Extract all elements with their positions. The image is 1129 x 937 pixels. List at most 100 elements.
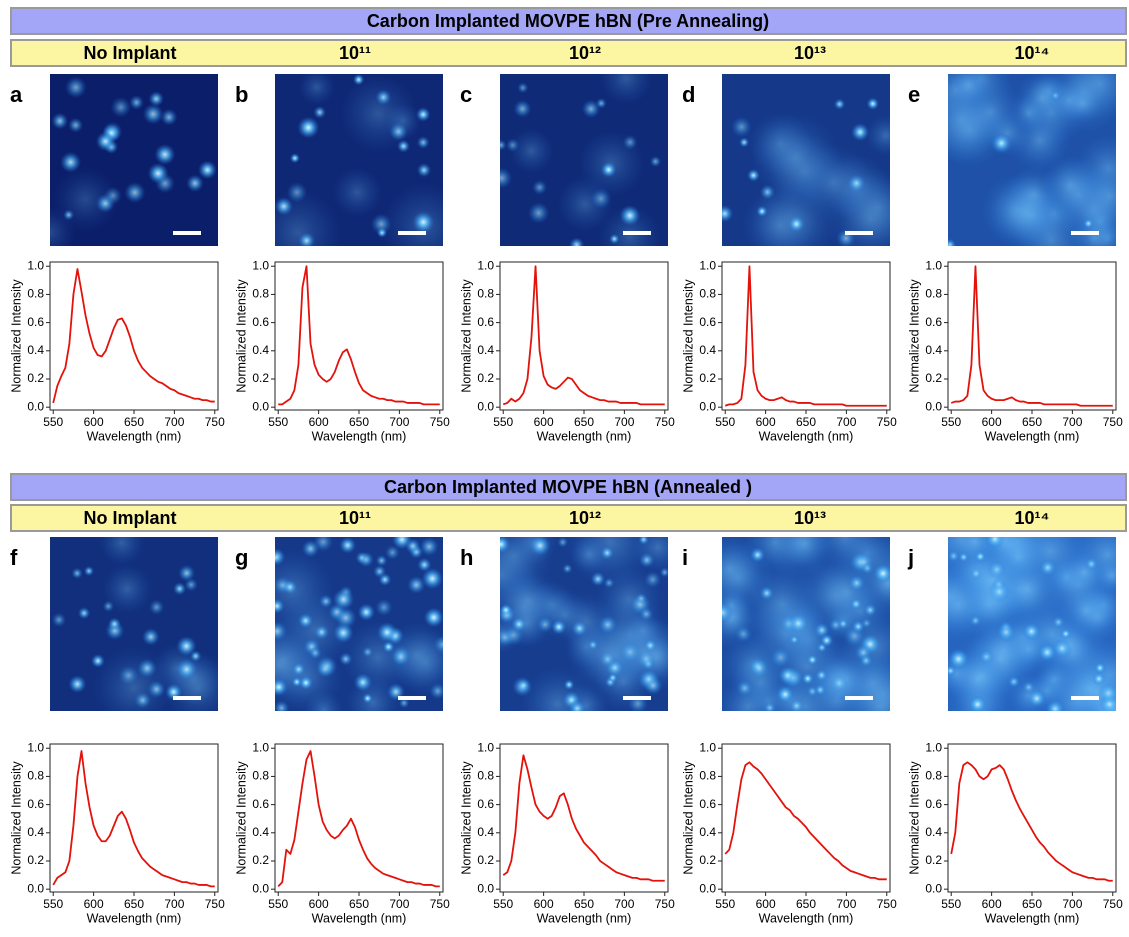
y-tick-label: 0.0 [699, 881, 716, 895]
map-spot [619, 641, 641, 663]
y-tick-label: 0.6 [925, 797, 942, 811]
pl-map-content [275, 74, 443, 246]
pl-map-content [50, 74, 218, 246]
y-tick-label: 0.8 [477, 287, 494, 301]
map-haze [838, 664, 890, 711]
map-spot [599, 650, 617, 668]
column-header: 10¹³ [794, 508, 826, 528]
map-spot [619, 205, 641, 227]
map-spot [1060, 628, 1072, 640]
map-spot [788, 215, 805, 233]
x-tick-label: 600 [756, 897, 776, 911]
map-spot [1050, 90, 1061, 101]
pl-map [948, 537, 1116, 711]
x-axis-label: Wavelength (nm) [985, 911, 1080, 925]
y-tick-label: 0.6 [27, 797, 44, 811]
map-spot [638, 537, 649, 545]
map-spot [1094, 662, 1106, 674]
x-axis-label: Wavelength (nm) [87, 429, 182, 443]
map-spot [511, 616, 527, 632]
map-spot [763, 701, 776, 711]
column-header: 10¹² [569, 43, 601, 63]
map-spot [389, 122, 408, 141]
map-spot [985, 537, 1005, 549]
x-tick-label: 650 [349, 897, 369, 911]
pl-map [500, 74, 668, 246]
plot-frame [721, 743, 891, 893]
map-spot [148, 91, 164, 107]
column-header: 10¹⁴ [1015, 43, 1050, 63]
map-spot [513, 99, 532, 118]
title-bar [10, 473, 1127, 501]
y-tick-label: 0.4 [27, 825, 44, 839]
map-spot [563, 679, 575, 690]
map-spot [378, 573, 392, 587]
map-spot [314, 624, 330, 640]
map-haze [99, 537, 145, 566]
y-tick-label: 0.8 [477, 769, 494, 783]
pl-map-content [500, 74, 668, 246]
y-tick-label: 1.0 [925, 258, 942, 272]
y-tick-label: 0.8 [699, 287, 716, 301]
map-spot [996, 622, 1016, 643]
map-spot [649, 155, 662, 168]
map-spot [759, 184, 776, 200]
x-tick-label: 750 [877, 415, 897, 429]
map-haze [824, 173, 890, 246]
y-axis-label: Normalized Intensity [9, 279, 23, 393]
spectrum-line [278, 265, 440, 406]
x-tick-label: 700 [164, 897, 184, 911]
map-spot [103, 186, 123, 205]
map-spot [750, 547, 766, 563]
map-spot [643, 638, 657, 652]
x-axis-label: Wavelength (nm) [759, 429, 854, 443]
map-spot [643, 676, 663, 696]
map-spot [275, 621, 288, 642]
x-axis-label: Wavelength (nm) [537, 911, 632, 925]
map-spot [974, 550, 987, 563]
x-tick-label: 650 [124, 897, 144, 911]
map-spot [333, 622, 354, 644]
map-spot [71, 567, 83, 580]
map-spot [759, 585, 774, 601]
section-title: Carbon Implanted MOVPE hBN (Annealed ) [384, 477, 752, 497]
x-axis-label: Wavelength (nm) [759, 911, 854, 925]
map-spot [134, 691, 152, 709]
map-spot [1084, 557, 1099, 571]
y-tick-label: 0.2 [27, 371, 44, 385]
x-tick-label: 550 [715, 415, 735, 429]
x-tick-label: 700 [1062, 897, 1082, 911]
y-axis-label: Normalized Intensity [234, 279, 248, 393]
x-tick-label: 600 [309, 897, 329, 911]
x-tick-label: 700 [389, 415, 409, 429]
y-tick-label: 0.2 [477, 853, 494, 867]
scale-bar [623, 231, 651, 235]
map-spot [587, 639, 599, 651]
map-haze [275, 614, 329, 706]
map-spot [102, 600, 115, 613]
x-tick-label: 750 [430, 897, 450, 911]
map-spot [398, 697, 410, 709]
y-tick-label: 0.4 [699, 343, 716, 357]
x-tick-label: 550 [493, 897, 513, 911]
y-tick-label: 0.8 [27, 769, 44, 783]
map-spot [789, 698, 805, 711]
scale-bar [1071, 231, 1099, 235]
x-tick-label: 550 [493, 415, 513, 429]
map-spot [1039, 558, 1057, 577]
map-spot [527, 202, 550, 224]
map-spot [178, 564, 196, 582]
y-tick-label: 0.8 [699, 769, 716, 783]
map-spot [600, 161, 617, 178]
y-tick-label: 1.0 [27, 740, 44, 754]
x-tick-label: 750 [1103, 415, 1123, 429]
map-spot [814, 684, 827, 696]
x-tick-label: 700 [614, 415, 634, 429]
y-tick-label: 0.6 [699, 797, 716, 811]
x-tick-label: 600 [982, 897, 1002, 911]
map-spot [108, 617, 121, 631]
map-spot [722, 602, 733, 624]
x-tick-label: 550 [43, 415, 63, 429]
map-spot [412, 211, 435, 234]
